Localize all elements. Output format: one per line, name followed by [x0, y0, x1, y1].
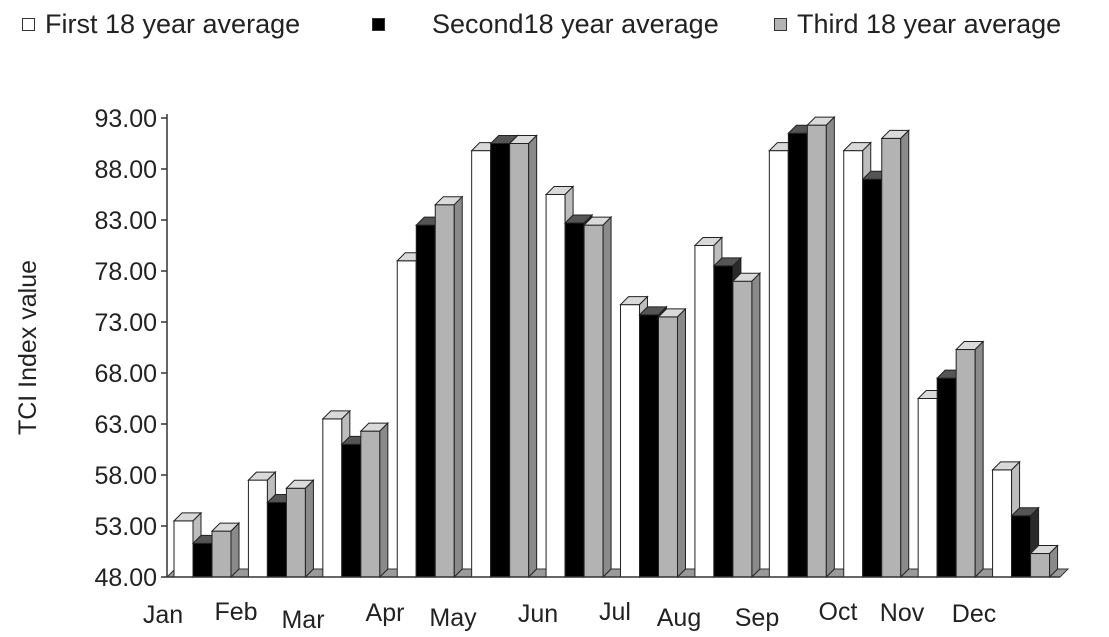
bar-side-third-aug — [751, 271, 761, 579]
y-tick-label: 88.00 — [94, 156, 157, 184]
bar-first-oct — [843, 150, 864, 578]
x-tick-label-dec: Dec — [952, 600, 996, 628]
bar-side-third-mar — [379, 421, 389, 579]
x-tick-label-apr: Apr — [366, 599, 405, 627]
bar-third-jan — [211, 530, 232, 578]
bar-second-feb — [266, 502, 287, 578]
y-tick-label: 53.00 — [94, 513, 157, 541]
bar-third-mar — [360, 430, 381, 578]
x-tick-label-sep: Sep — [735, 604, 779, 632]
bar-first-mar — [322, 418, 343, 578]
legend: First 18 year average Second18 year aver… — [0, 0, 1109, 50]
bar-third-sep — [806, 124, 827, 578]
bar-second-jun — [564, 222, 585, 578]
bar-second-jul — [639, 314, 659, 578]
bar-second-jan — [192, 542, 213, 578]
x-tick-label-oct: Oct — [819, 598, 858, 626]
bar-second-nov — [936, 377, 957, 578]
legend-label-first: First 18 year average — [45, 8, 301, 39]
y-tick-label: 78.00 — [94, 258, 157, 286]
bar-side-third-nov — [974, 340, 984, 579]
bar-first-jul — [620, 304, 640, 578]
x-tick-label-jun: Jun — [518, 600, 558, 628]
bar-second-oct — [862, 178, 883, 578]
bar-side-third-jun — [602, 215, 612, 579]
y-tick-label: 83.00 — [94, 207, 157, 235]
bar-side-third-oct — [900, 129, 910, 579]
bar-third-jun — [583, 224, 604, 578]
bar-second-may — [490, 143, 511, 578]
bar-side-third-feb — [304, 479, 314, 579]
legend-item-second-text: Second18 year average — [432, 6, 719, 42]
bar-second-sep — [787, 132, 808, 578]
y-tick-label: 58.00 — [94, 462, 157, 490]
bar-second-aug — [713, 265, 734, 578]
bar-first-jun — [545, 194, 566, 578]
bar-side-third-jul — [677, 307, 686, 579]
x-tick-label-jan: Jan — [143, 601, 183, 629]
bar-side-third-apr — [453, 195, 463, 579]
bar-third-feb — [285, 487, 306, 578]
y-tick-label: 68.00 — [94, 360, 157, 388]
bar-third-nov — [955, 349, 976, 578]
bar-side-third-jan — [230, 521, 240, 579]
bar-side-third-may — [528, 134, 538, 579]
legend-item-third: Third 18 year average — [774, 6, 1061, 42]
x-tick-label-may: May — [429, 604, 477, 632]
bar-second-mar — [341, 443, 362, 578]
bar-first-jan — [173, 520, 194, 578]
bar-side-third-dec — [1049, 544, 1059, 579]
y-tick-label: 93.00 — [94, 105, 157, 133]
bar-first-dec — [992, 469, 1013, 578]
x-tick-label-nov: Nov — [880, 599, 925, 627]
legend-swatch-first — [22, 17, 35, 31]
bar-first-apr — [396, 260, 417, 578]
bar-first-feb — [247, 479, 268, 578]
legend-swatch-second — [372, 17, 385, 31]
y-tick-label: 48.00 — [94, 564, 157, 592]
bar-third-oct — [881, 137, 902, 578]
bar-second-apr — [415, 224, 436, 578]
bar-third-dec — [1030, 553, 1051, 578]
x-tick-label-mar: Mar — [281, 606, 324, 634]
legend-label-third: Third 18 year average — [797, 8, 1062, 39]
legend-label-second: Second18 year average — [432, 8, 719, 39]
bar-first-sep — [768, 150, 789, 578]
bar-third-aug — [732, 280, 753, 578]
x-tick-label-jul: Jul — [599, 598, 631, 626]
legend-swatch-third — [774, 17, 787, 31]
bar-third-jul — [658, 316, 678, 578]
legend-item-first: First 18 year average — [22, 6, 300, 42]
y-axis-title: TCI Index value — [14, 260, 42, 435]
x-tick-label-aug: Aug — [657, 604, 701, 632]
bar-third-apr — [434, 204, 455, 578]
y-tick-label: 63.00 — [94, 411, 157, 439]
y-tick-label: 73.00 — [94, 309, 157, 337]
bar-first-nov — [917, 398, 938, 578]
bar-side-third-sep — [825, 115, 835, 579]
bar-third-may — [509, 143, 530, 578]
x-tick-label-feb: Feb — [214, 598, 257, 626]
bar-first-aug — [694, 245, 715, 578]
bar-first-may — [471, 150, 492, 578]
bar-second-dec — [1011, 515, 1032, 578]
legend-item-second — [372, 6, 395, 42]
